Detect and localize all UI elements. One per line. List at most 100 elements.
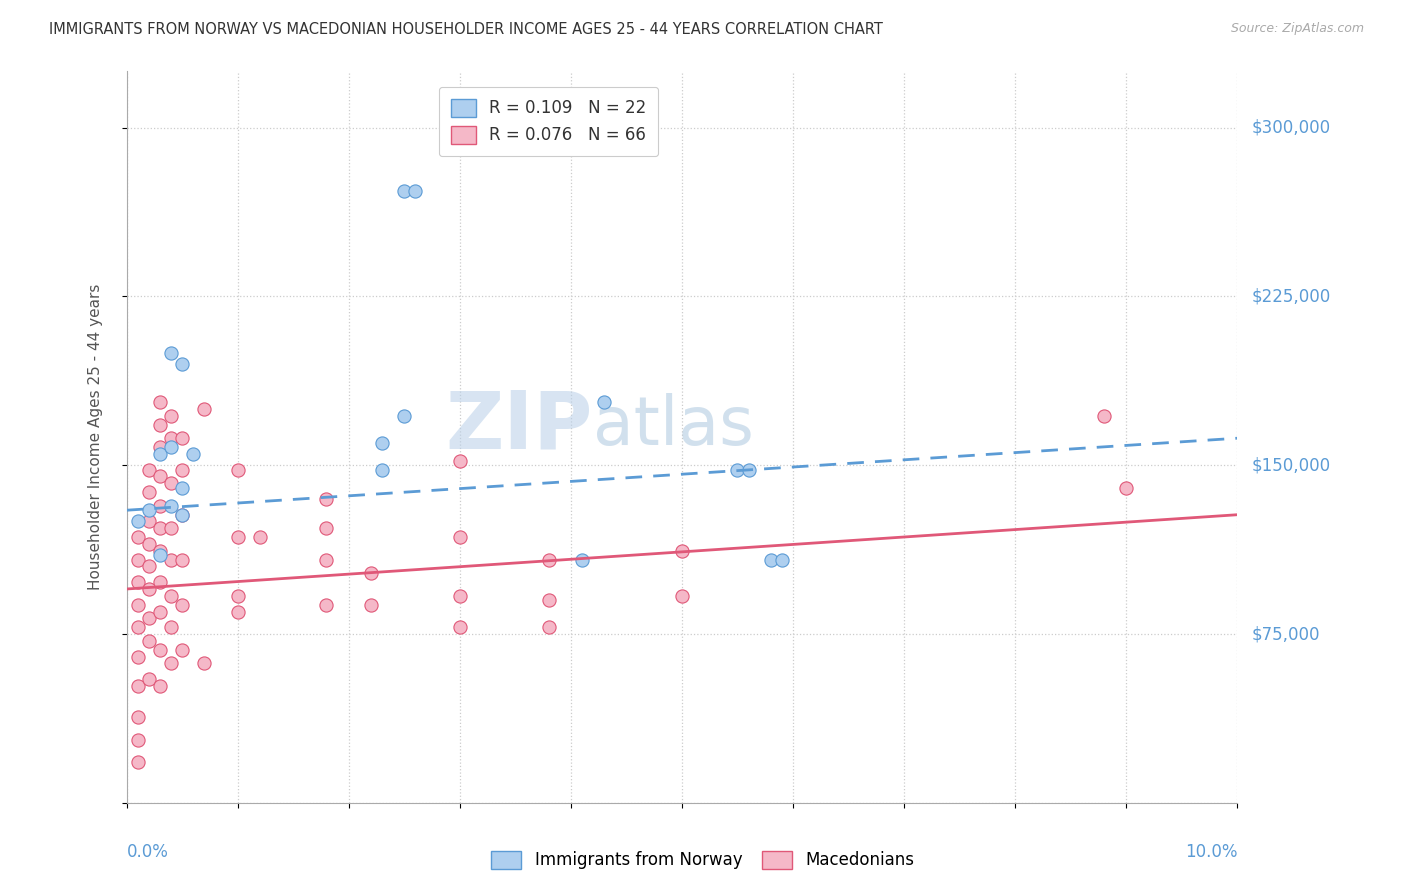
Point <box>138 611 160 625</box>
Text: IMMIGRANTS FROM NORWAY VS MACEDONIAN HOUSEHOLDER INCOME AGES 25 - 44 YEARS CORRE: IMMIGRANTS FROM NORWAY VS MACEDONIAN HOU… <box>49 22 883 37</box>
Point <box>160 657 183 671</box>
Point <box>138 463 160 477</box>
Point <box>149 499 172 513</box>
Point <box>160 553 183 567</box>
Text: $300,000: $300,000 <box>1251 119 1330 136</box>
Point <box>127 732 149 747</box>
Point <box>315 521 337 535</box>
Point <box>149 543 172 558</box>
Point <box>160 431 183 445</box>
Point <box>172 431 194 445</box>
Point <box>138 485 160 500</box>
Point <box>127 679 149 693</box>
Point <box>770 553 793 567</box>
Point <box>226 530 249 544</box>
Y-axis label: Householder Income Ages 25 - 44 years: Householder Income Ages 25 - 44 years <box>89 284 103 591</box>
Point <box>127 598 149 612</box>
Point <box>127 575 149 590</box>
Point <box>537 593 560 607</box>
Legend: Immigrants from Norway, Macedonians: Immigrants from Norway, Macedonians <box>481 840 925 880</box>
Point <box>727 463 749 477</box>
Point <box>127 530 149 544</box>
Point <box>571 553 593 567</box>
Point <box>149 521 172 535</box>
Point <box>160 620 183 634</box>
Point <box>138 559 160 574</box>
Point <box>160 476 183 491</box>
Point <box>394 184 416 198</box>
Point <box>160 589 183 603</box>
Point <box>138 672 160 686</box>
Point <box>172 357 194 371</box>
Point <box>172 642 194 657</box>
Text: Source: ZipAtlas.com: Source: ZipAtlas.com <box>1230 22 1364 36</box>
Point <box>138 503 160 517</box>
Point <box>394 409 416 423</box>
Point <box>149 469 172 483</box>
Text: ZIP: ZIP <box>446 387 593 465</box>
Point <box>149 417 172 432</box>
Point <box>193 401 215 416</box>
Point <box>737 463 759 477</box>
Point <box>1115 481 1137 495</box>
Point <box>671 589 693 603</box>
Point <box>127 710 149 724</box>
Point <box>127 553 149 567</box>
Point <box>149 395 172 409</box>
Point <box>172 481 194 495</box>
Point <box>371 435 394 450</box>
Point <box>149 447 172 461</box>
Point <box>127 649 149 664</box>
Point <box>138 537 160 551</box>
Legend: R = 0.109   N = 22, R = 0.076   N = 66: R = 0.109 N = 22, R = 0.076 N = 66 <box>439 87 658 156</box>
Point <box>1092 409 1115 423</box>
Point <box>149 440 172 454</box>
Point <box>160 409 183 423</box>
Text: atlas: atlas <box>593 393 754 459</box>
Point <box>537 620 560 634</box>
Point <box>172 553 194 567</box>
Point <box>449 620 471 634</box>
Point <box>172 598 194 612</box>
Text: $75,000: $75,000 <box>1251 625 1320 643</box>
Point <box>138 582 160 596</box>
Point <box>593 395 616 409</box>
Point <box>315 491 337 506</box>
Point <box>138 515 160 529</box>
Point <box>127 756 149 770</box>
Point <box>449 453 471 467</box>
Point <box>149 642 172 657</box>
Point <box>127 515 149 529</box>
Point <box>360 598 382 612</box>
Point <box>160 521 183 535</box>
Point <box>226 589 249 603</box>
Text: 10.0%: 10.0% <box>1185 843 1237 861</box>
Point <box>127 620 149 634</box>
Point <box>537 553 560 567</box>
Point <box>759 553 782 567</box>
Point <box>404 184 426 198</box>
Point <box>315 598 337 612</box>
Point <box>360 566 382 581</box>
Point <box>160 440 183 454</box>
Point <box>226 605 249 619</box>
Point <box>193 657 215 671</box>
Point <box>315 553 337 567</box>
Point <box>449 530 471 544</box>
Point <box>149 575 172 590</box>
Text: 0.0%: 0.0% <box>127 843 169 861</box>
Point <box>138 633 160 648</box>
Text: $225,000: $225,000 <box>1251 287 1330 305</box>
Point <box>249 530 271 544</box>
Point <box>160 499 183 513</box>
Point <box>160 345 183 359</box>
Point <box>172 508 194 522</box>
Point <box>226 463 249 477</box>
Point <box>149 679 172 693</box>
Text: $150,000: $150,000 <box>1251 456 1330 475</box>
Point <box>172 508 194 522</box>
Point <box>449 589 471 603</box>
Point <box>172 463 194 477</box>
Point <box>371 463 394 477</box>
Point <box>671 543 693 558</box>
